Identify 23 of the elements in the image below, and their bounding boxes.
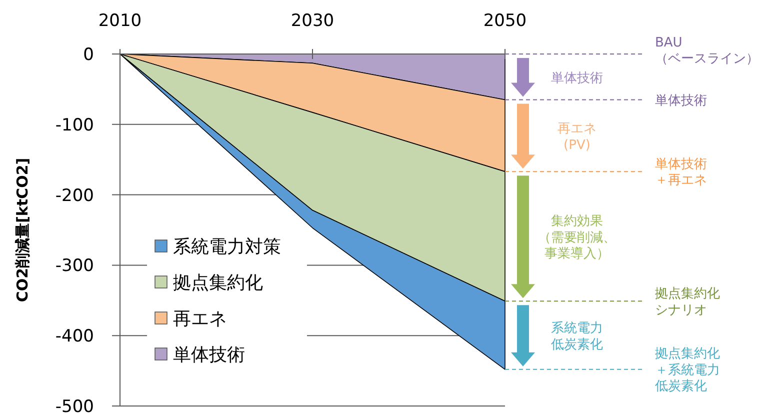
y-tick-label: 0 — [83, 44, 94, 65]
text: 拠点集約化シナリオ — [655, 286, 720, 318]
legend-label: 単体技術 — [173, 344, 245, 366]
legend-label: 再エネ — [173, 308, 227, 330]
x-tick-label: 2050 — [483, 11, 527, 31]
text: 集約効果（需要削減、事業導入） — [538, 214, 616, 262]
text: 単体技術＋再エネ — [655, 156, 707, 188]
y-tick-label: -200 — [55, 186, 94, 206]
text: 単体技術 — [551, 70, 603, 86]
y-tick-label: -300 — [55, 256, 94, 276]
x-tick-label: 2030 — [290, 11, 334, 31]
text: 単体技術 — [655, 93, 707, 108]
x-tick-label: 2010 — [98, 11, 142, 31]
text: 系統電力低炭素化 — [551, 321, 603, 352]
y-axis-title: CO2削減量[ktCO2] — [13, 158, 32, 302]
legend-label: 拠点集約化 — [173, 272, 263, 294]
y-tick-label: -100 — [55, 115, 94, 136]
text: 拠点集約化＋系統電力低炭素化 — [655, 346, 720, 394]
text: BAU（ベースライン） — [655, 35, 757, 67]
y-tick-label: -500 — [55, 396, 94, 414]
legend-label: 系統電力対策 — [173, 236, 281, 258]
text: 再エネ(PV) — [558, 122, 596, 153]
y-tick-label: -400 — [55, 326, 94, 347]
